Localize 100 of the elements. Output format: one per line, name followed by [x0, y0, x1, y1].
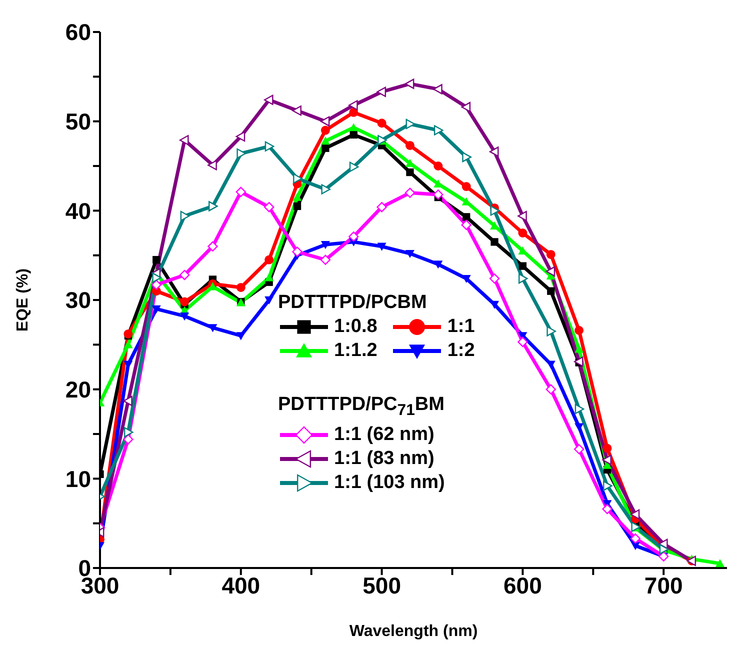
point	[292, 106, 302, 116]
point	[293, 173, 302, 184]
point	[151, 280, 162, 290]
y-tick-label: 10	[65, 466, 91, 492]
point	[320, 136, 330, 145]
point	[602, 444, 612, 453]
point	[518, 273, 528, 284]
point	[518, 336, 528, 348]
point	[461, 220, 472, 230]
point	[518, 210, 527, 222]
point	[574, 444, 584, 454]
point	[574, 344, 584, 353]
annotation: PDTTTPD/PC$_{71}$BM	[278, 394, 444, 419]
point	[322, 144, 330, 152]
point	[546, 326, 556, 336]
point	[236, 131, 246, 142]
point	[489, 273, 500, 284]
point	[376, 202, 387, 212]
point	[236, 282, 246, 292]
point	[715, 559, 724, 568]
x-tick-label: 500	[362, 572, 401, 598]
point	[658, 538, 668, 549]
point	[574, 423, 584, 432]
point	[321, 184, 331, 194]
legend-label: 1:1.2	[334, 339, 378, 363]
point	[630, 509, 640, 520]
point	[179, 134, 189, 146]
y-tick-label: 60	[65, 19, 91, 46]
point	[348, 231, 359, 242]
point	[320, 254, 331, 265]
point	[377, 242, 386, 251]
x-tick-label: 700	[644, 572, 683, 598]
point	[293, 202, 302, 210]
point	[376, 86, 386, 97]
point	[236, 332, 246, 340]
point	[490, 238, 498, 246]
point	[350, 130, 358, 139]
point	[180, 312, 190, 321]
point	[404, 78, 414, 89]
point	[208, 241, 218, 252]
point	[124, 329, 133, 338]
point	[264, 202, 274, 212]
point	[320, 241, 330, 250]
point	[208, 201, 218, 212]
point	[292, 192, 302, 201]
point	[349, 108, 358, 117]
point	[433, 84, 442, 94]
point	[348, 100, 358, 110]
point	[404, 188, 416, 198]
point	[433, 189, 444, 200]
point	[292, 246, 302, 257]
point	[208, 160, 217, 170]
legend-label: 1:0.8	[334, 315, 378, 339]
point	[264, 94, 274, 105]
legend-label: 1:1 (62 nm)	[334, 422, 434, 447]
annotation: PDTTTPD/PCBM	[278, 292, 427, 313]
point	[434, 260, 443, 269]
point	[546, 384, 556, 394]
point	[124, 340, 133, 348]
point	[406, 168, 414, 176]
point	[405, 250, 414, 258]
point	[349, 123, 358, 132]
point	[124, 427, 134, 438]
point	[264, 273, 274, 282]
x-tick-label: 400	[222, 572, 260, 598]
point	[264, 141, 274, 152]
point	[547, 287, 555, 295]
point	[208, 324, 218, 332]
point	[180, 297, 190, 306]
point	[123, 396, 132, 406]
point	[264, 296, 274, 304]
legend-label: 1:1	[447, 315, 475, 339]
point	[603, 480, 612, 491]
point	[630, 533, 641, 544]
point	[546, 266, 556, 277]
point	[405, 140, 414, 150]
y-tick-label: 40	[65, 198, 91, 224]
point	[123, 434, 134, 444]
point	[630, 542, 640, 550]
y-axis-title: EQE (%)	[14, 268, 32, 332]
point	[518, 228, 528, 238]
point	[489, 146, 499, 157]
point	[152, 305, 161, 314]
point	[462, 152, 472, 162]
point	[264, 255, 274, 264]
point	[152, 272, 162, 283]
point	[574, 404, 584, 414]
point	[349, 162, 359, 172]
y-tick-label: 30	[65, 287, 91, 314]
x-tick-label: 600	[504, 572, 542, 598]
point	[574, 326, 584, 335]
legend-label: 1:1 (83 nm)	[334, 446, 434, 471]
legend-label: 1:1 (103 nm)	[334, 470, 445, 495]
point	[180, 210, 190, 222]
point	[461, 102, 471, 112]
y-tick-label: 20	[65, 376, 91, 402]
point	[462, 213, 470, 221]
point	[406, 118, 416, 130]
point	[602, 454, 612, 466]
point	[462, 182, 471, 192]
